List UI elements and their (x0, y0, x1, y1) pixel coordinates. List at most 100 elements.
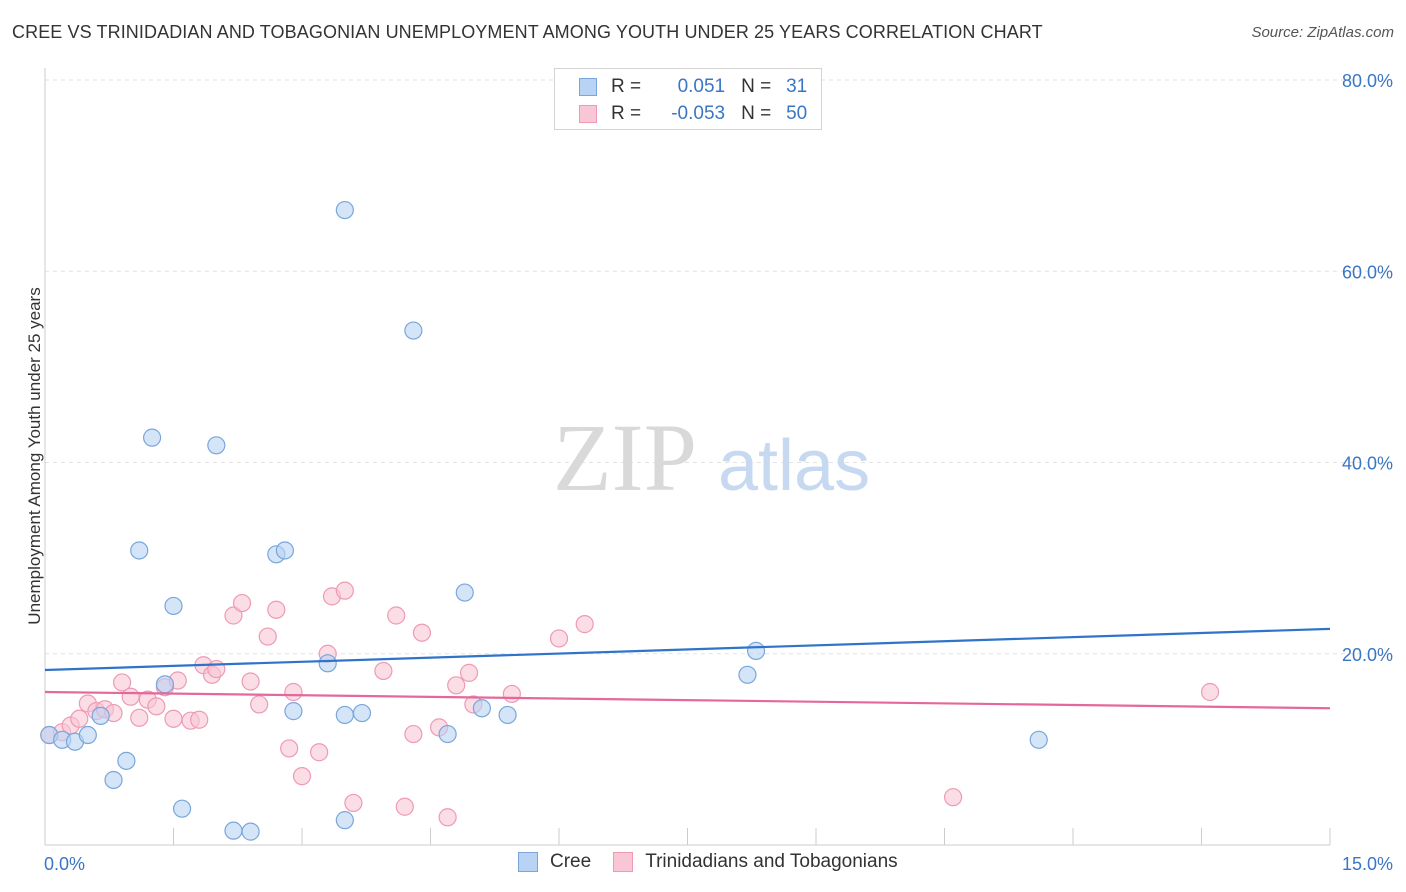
y-tick-label: 20.0% (1342, 645, 1393, 665)
cree-point (455, 583, 474, 602)
cree-point (335, 705, 354, 725)
trinidadians-point (147, 697, 166, 716)
cree-point (438, 724, 457, 744)
n-label: N = (741, 76, 772, 97)
y-axis-label: Unemployment Among Youth under 25 years (25, 287, 44, 624)
trinidadians-point (112, 673, 132, 692)
trinidadians-point (395, 797, 414, 816)
cree-point (172, 799, 192, 818)
cree-point (335, 811, 354, 830)
trinidadians-point (1200, 682, 1220, 702)
r-label: R = (611, 76, 642, 97)
trinidadians-n-value: 50 (786, 103, 808, 124)
cree-swatch (579, 78, 597, 96)
series-legend: Cree Trinidadians and Tobagonians (518, 851, 920, 873)
legend-item-trinidadians: Trinidadians and Tobagonians (613, 851, 898, 873)
trinidadians-point (549, 629, 569, 648)
cree-point (241, 822, 260, 841)
cree-trend-line (44, 627, 1331, 672)
cree-point (746, 641, 766, 660)
r-label: R = (611, 103, 642, 124)
cree-point (404, 321, 423, 340)
y-tick-label: 80.0% (1342, 71, 1393, 91)
trinidadians-point (258, 627, 277, 646)
trinidadians-point (190, 710, 209, 729)
trinidadians-point (250, 695, 269, 714)
trinidadians-point (438, 808, 457, 827)
cree-point (224, 821, 243, 840)
trinidadians-point (207, 659, 226, 679)
trinidadians-point (344, 793, 363, 813)
trinidadians-point (374, 661, 393, 681)
cree-point (275, 541, 294, 560)
trinidadians-point (335, 581, 354, 600)
cree-point (284, 702, 303, 721)
cree-point (104, 770, 123, 790)
tick-labels: 20.0% 40.0% 60.0% 80.0% 0.0% 15.0% (44, 71, 1393, 874)
cree-point (130, 541, 149, 560)
cree-point (142, 428, 162, 447)
cree-point (78, 725, 97, 745)
trinidadians-point (164, 709, 183, 728)
trinidadians-trend-line (44, 690, 1331, 710)
cree-swatch (518, 852, 538, 872)
source-label: Source: ZipAtlas.com (1251, 24, 1394, 41)
trinidadians-point (404, 724, 423, 744)
legend-label-trinidadians: Trinidadians and Tobagonians (645, 851, 898, 872)
axes (44, 68, 1331, 846)
trinidadians-point (292, 767, 312, 786)
watermark-zip: ZIP (553, 404, 697, 511)
trinidadians-point (130, 708, 149, 727)
series-cree-points (40, 200, 1048, 841)
trinidadians-point (310, 743, 329, 762)
grid-lines (45, 79, 1392, 655)
trinidadians-point (502, 684, 521, 704)
trinidadians-point (387, 606, 406, 625)
trinidadians-point (459, 663, 479, 682)
cree-n-value: 31 (786, 76, 808, 97)
cree-r-value: 0.051 (677, 76, 726, 97)
trinidadians-point (284, 682, 303, 702)
trinidadians-point (232, 593, 252, 613)
trinidadians-r-value: -0.053 (671, 103, 726, 124)
cree-point (738, 665, 757, 684)
trinidadians-point (267, 600, 286, 619)
watermark-atlas: atlas (718, 426, 870, 506)
cree-point (207, 436, 226, 455)
legend-row-cree: R = 0.051 N = 31 (579, 75, 807, 99)
correlation-legend: R = 0.051 N = 31 R = -0.053 N = 50 (554, 68, 822, 130)
cree-point (318, 654, 337, 673)
cree-point (498, 705, 517, 725)
watermark: ZIP atlas (553, 404, 870, 511)
cree-point (1029, 730, 1048, 749)
trinidadians-point (70, 709, 89, 728)
trinidadians-point (447, 676, 466, 695)
trinidadians-point (575, 615, 594, 634)
y-tick-label: 60.0% (1342, 262, 1393, 282)
trend-lines (44, 627, 1331, 710)
n-label: N = (741, 103, 772, 124)
x-tick-label: 15.0% (1342, 854, 1393, 874)
legend-label-cree: Cree (550, 851, 592, 872)
cree-point (335, 200, 354, 220)
cree-point (91, 706, 110, 726)
trinidadians-point (241, 672, 260, 691)
trinidadians-point (412, 623, 432, 642)
legend-row-trinidadians: R = -0.053 N = 50 (579, 102, 807, 126)
trinidadians-swatch (579, 105, 597, 123)
cree-point (155, 675, 175, 694)
chart-title: CREE VS TRINIDADIAN AND TOBAGONIAN UNEMP… (12, 22, 1043, 42)
cree-point (472, 699, 491, 718)
cree-point (117, 751, 136, 770)
cree-point (352, 703, 372, 723)
y-tick-label: 40.0% (1342, 454, 1393, 474)
trinidadians-point (280, 739, 299, 758)
trinidadians-swatch (613, 852, 634, 872)
x-tick-label: 0.0% (44, 854, 85, 874)
trinidadians-point (224, 606, 243, 625)
trinidadians-point (121, 687, 140, 706)
legend-item-cree: Cree (518, 851, 591, 873)
trinidadians-point (943, 788, 963, 807)
cree-point (164, 596, 183, 616)
